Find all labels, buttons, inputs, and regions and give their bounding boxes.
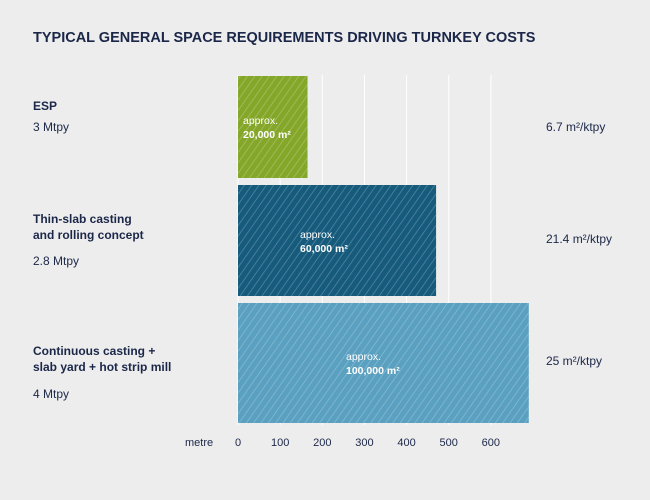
x-tick-label: 0 — [235, 437, 241, 449]
area-prefix: approx. — [300, 229, 335, 241]
x-tick-label: 400 — [397, 437, 415, 449]
chart-title: TYPICAL GENERAL SPACE REQUIREMENTS DRIVI… — [33, 30, 536, 46]
category-label: Continuous casting + — [33, 344, 155, 358]
area-label: 100,000 m² — [346, 365, 400, 377]
category-label: slab yard + hot strip mill — [33, 360, 171, 374]
x-axis-label: metre — [185, 437, 213, 449]
capacity-label: 3 Mtpy — [33, 120, 69, 134]
x-tick-label: 600 — [482, 437, 500, 449]
area-label: 60,000 m² — [300, 243, 348, 255]
specific-label: 21.4 m²/ktpy — [546, 232, 612, 246]
specific-label: 6.7 m²/ktpy — [546, 120, 605, 134]
bar-hatch — [238, 303, 529, 423]
category-label: and rolling concept — [33, 228, 144, 242]
capacity-label: 4 Mtpy — [33, 387, 69, 401]
x-tick-label: 200 — [313, 437, 331, 449]
area-label: 20,000 m² — [243, 129, 291, 141]
x-tick-label: 500 — [440, 437, 458, 449]
x-tick-label: 300 — [355, 437, 373, 449]
area-prefix: approx. — [346, 351, 381, 363]
specific-label: 25 m²/ktpy — [546, 354, 602, 368]
x-tick-label: 100 — [271, 437, 289, 449]
bar-hatch — [238, 185, 437, 296]
capacity-label: 2.8 Mtpy — [33, 254, 79, 268]
category-label: ESP — [33, 99, 57, 113]
area-prefix: approx. — [243, 115, 278, 127]
bar-hatch — [238, 76, 308, 178]
category-label: Thin-slab casting — [33, 212, 132, 226]
